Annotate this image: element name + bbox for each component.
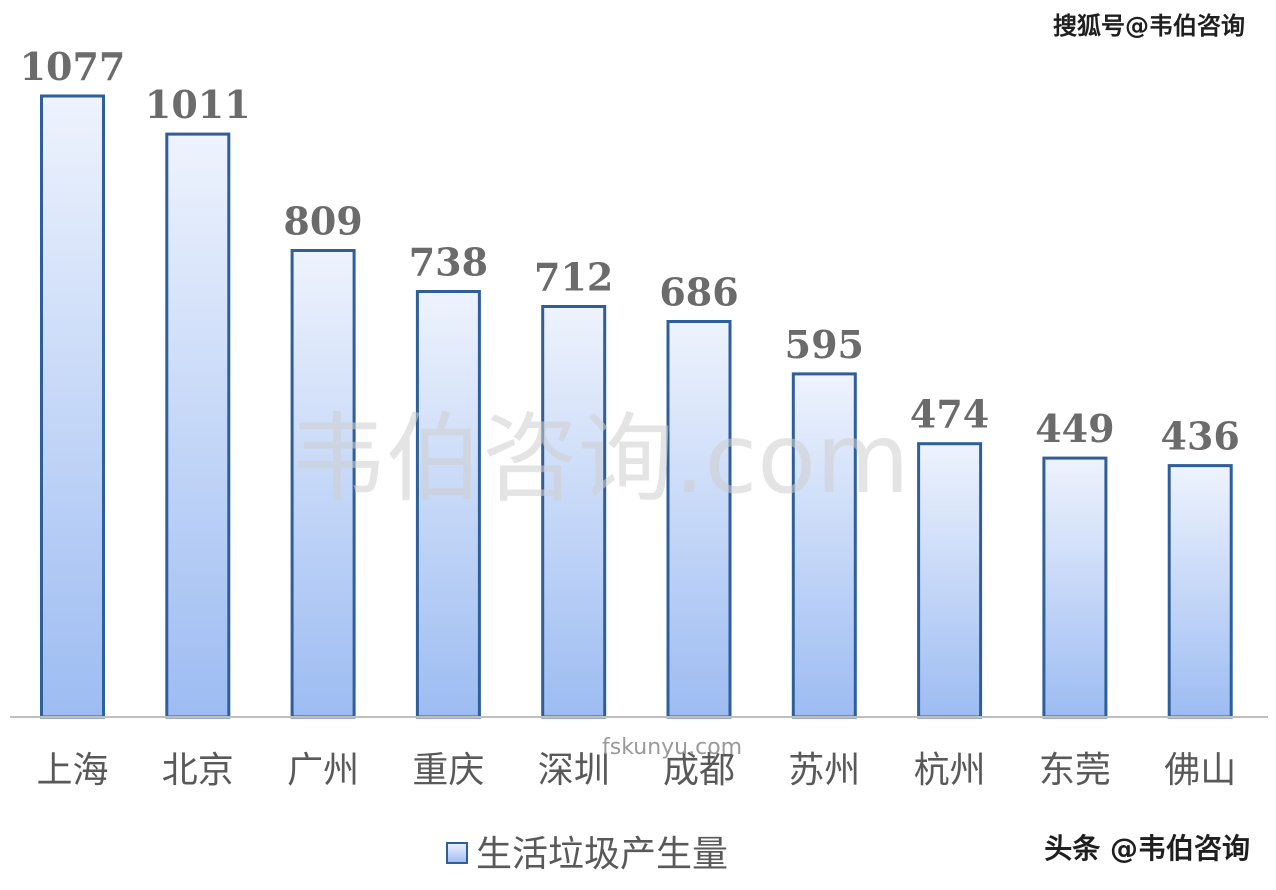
category-label-2: 广州 — [287, 750, 359, 791]
data-label-9: 436 — [1161, 414, 1240, 459]
legend: 生活垃圾产生量 — [446, 834, 728, 875]
category-label-0: 上海 — [36, 750, 108, 791]
bar-6 — [791, 372, 857, 719]
data-label-8: 449 — [1035, 406, 1114, 451]
legend-label: 生活垃圾产生量 — [476, 834, 728, 875]
bar-7 — [917, 442, 983, 719]
bar-4 — [541, 305, 607, 719]
center-watermark: 韦伯咨询.com — [290, 403, 910, 515]
data-label-3: 738 — [409, 240, 488, 285]
bar-8 — [1042, 456, 1108, 719]
data-label-6: 595 — [785, 322, 864, 367]
data-label-2: 809 — [283, 199, 362, 244]
top-right-watermark: 搜狐号@韦伯咨询 — [1053, 12, 1245, 40]
category-label-6: 苏州 — [788, 750, 860, 791]
data-label-5: 686 — [659, 270, 738, 315]
category-label-8: 东莞 — [1039, 750, 1111, 791]
bar-9 — [1167, 464, 1233, 719]
data-label-1: 1011 — [145, 82, 251, 127]
data-label-4: 712 — [534, 255, 613, 300]
bar-3 — [415, 290, 481, 719]
category-label-7: 杭州 — [914, 750, 986, 791]
site-watermark: fskunyu.com — [602, 735, 742, 760]
data-label-7: 474 — [910, 392, 989, 437]
bar-1 — [165, 132, 231, 719]
category-label-4: 深圳 — [538, 750, 610, 791]
bar-0 — [40, 94, 105, 719]
bars-group: 1077 上海 1011 北京 809 广州 738 重庆 712 深圳 686 成都 595 苏州 474… — [20, 44, 1240, 791]
category-label-1: 北京 — [162, 750, 234, 791]
category-label-5: 成都 — [663, 750, 735, 791]
legend-swatch — [446, 842, 468, 864]
category-label-3: 重庆 — [412, 750, 484, 791]
data-label-0: 1077 — [20, 44, 126, 89]
bottom-right-watermark: 头条 @韦伯咨询 — [1044, 832, 1250, 865]
bar-5 — [666, 320, 732, 719]
category-label-9: 佛山 — [1164, 750, 1236, 791]
